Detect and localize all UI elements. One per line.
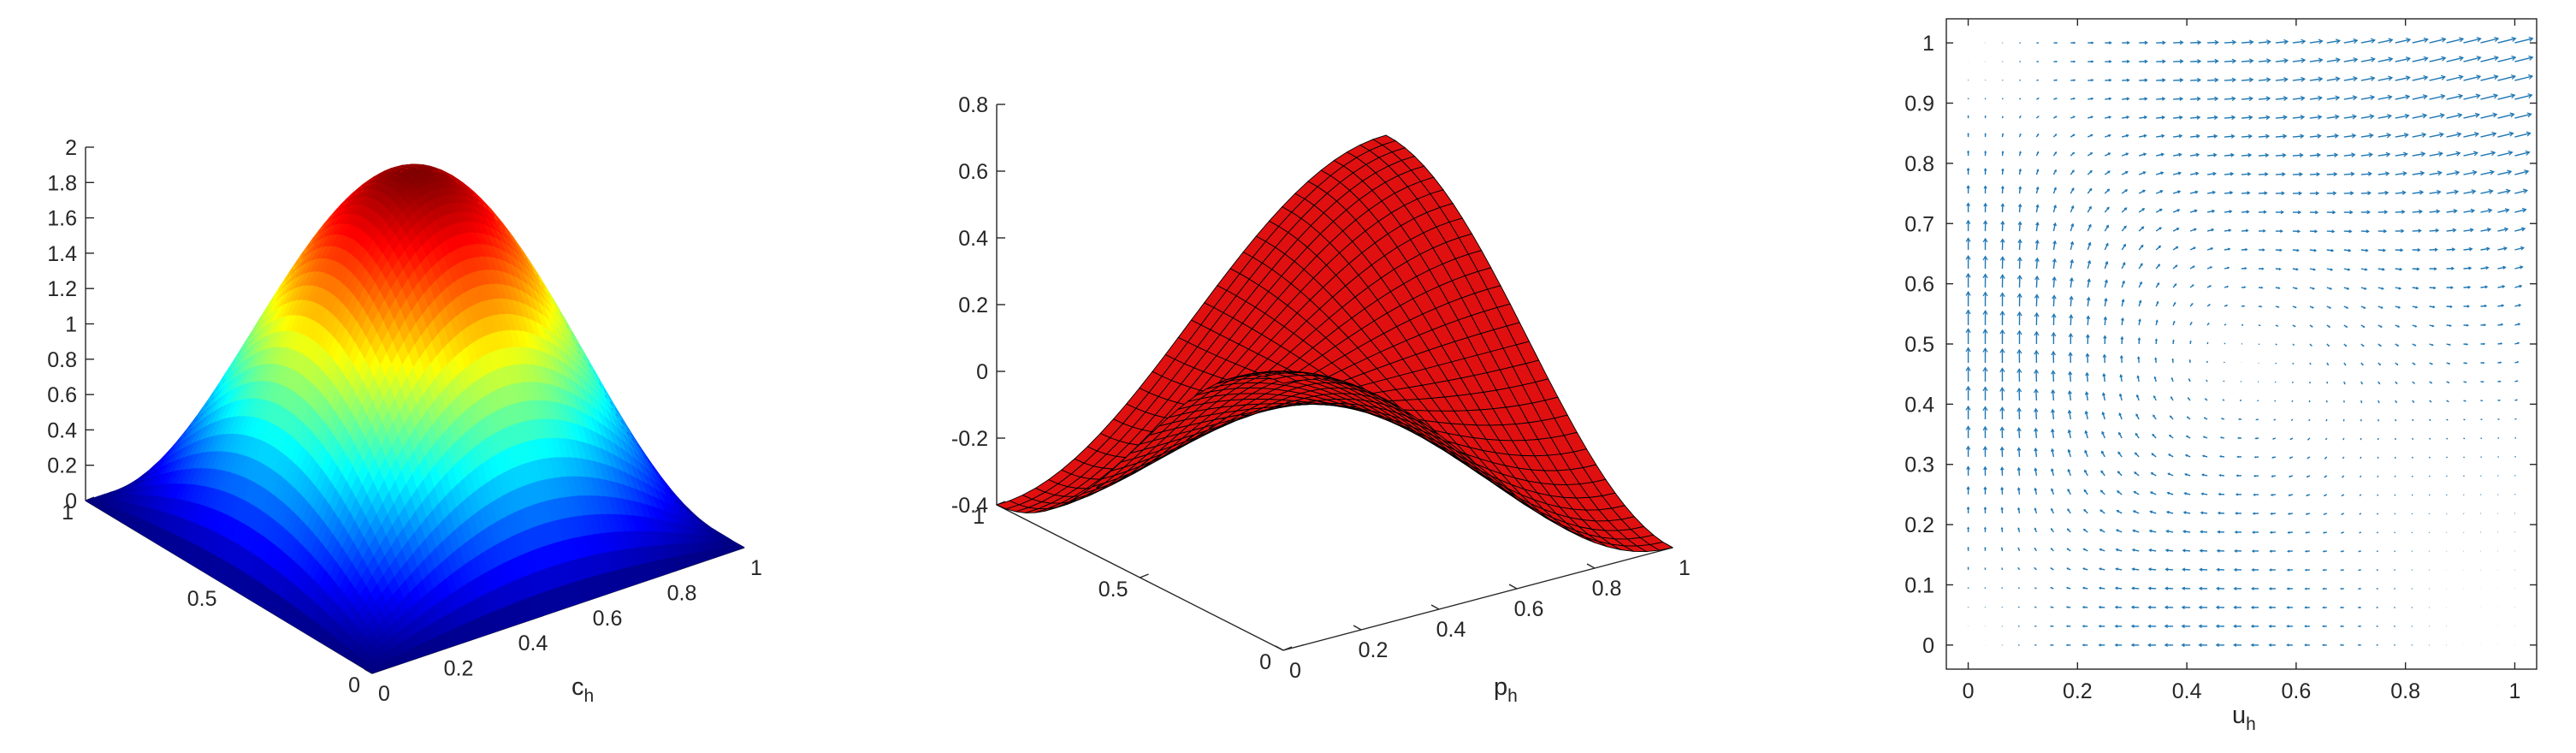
y-tick-label: 0.5	[187, 587, 217, 611]
z-tick-labels: 0 0.2 0.4 0.6 0.8 1 1.2 1.4 1.6 1.8 2	[47, 136, 77, 513]
z-tick-label: 0.4	[47, 418, 77, 442]
y-tick-labels: 00.51	[973, 505, 1271, 674]
quiver-arrow	[2034, 606, 2037, 608]
x-axis-label: ch	[571, 673, 594, 706]
y-tick-mark	[1140, 573, 1149, 578]
x-tick-mark	[1353, 625, 1362, 631]
quiver-arrow	[2070, 60, 2076, 63]
z-tick-label: -0.2	[951, 427, 988, 451]
quiver-arrow	[1967, 546, 1969, 551]
z-tick-label: 1.4	[47, 242, 77, 266]
z-tick-label: 0.2	[47, 454, 77, 478]
quiver-arrow	[2065, 643, 2071, 647]
quiver-arrow	[2001, 116, 2004, 119]
quiver-arrow	[2053, 41, 2058, 44]
quiver-arrow	[1967, 115, 1969, 119]
quiver-arrow	[1967, 566, 1969, 570]
quiver-arrow	[2001, 606, 2003, 608]
x-tick-mark	[1586, 563, 1596, 569]
quiver-arrow	[1967, 133, 1969, 138]
y-tick-mark	[1282, 646, 1293, 651]
quiver-arrow	[2001, 98, 2004, 100]
z-tick-label: 0.2	[958, 293, 988, 317]
quiver-arrow	[1984, 133, 1987, 138]
x-tick-mark	[1508, 584, 1518, 590]
z-tick-label: 1.6	[47, 207, 77, 231]
z-tick-label: 2	[65, 136, 77, 160]
x-tick-label: 0.2	[1359, 638, 1389, 662]
quiver-arrow	[2053, 60, 2058, 63]
x-tick-label: 1	[1679, 556, 1691, 580]
z-tick-labels: -0.4 -0.2 0 0.2 0.4 0.6 0.8	[951, 93, 988, 518]
y-tick-label: 0.5	[1099, 578, 1128, 602]
y-tick-labels: 00.51	[62, 501, 360, 697]
z-tick-label: 0.4	[958, 227, 988, 251]
quiver-arrow	[1967, 150, 1970, 157]
x-tick-mark	[1430, 604, 1440, 610]
z-tick-label: 0.6	[47, 383, 77, 407]
y-tick-label: 0	[1259, 650, 1271, 674]
quiver-arrow	[2001, 567, 2004, 571]
surface-plot-c-h: 00.20.40.60.81 00.51 00.20.40.60.811.21.…	[47, 136, 762, 706]
x-axis-line	[1282, 547, 1673, 651]
quiver-arrow	[2065, 625, 2071, 628]
x-tick-label: 0.6	[593, 607, 623, 631]
quiver-arrow	[2017, 606, 2020, 608]
quiver-arrow	[2019, 79, 2022, 81]
axes-frame	[996, 104, 1673, 651]
surface-face	[732, 544, 745, 550]
surface-plot-p-h: 00.20.40.60.81 00.51 -0.4-0.200.20.40.60…	[951, 93, 1691, 706]
y-tick-label: 1	[62, 501, 74, 525]
quiver-arrow	[1983, 526, 1987, 532]
x-tick-label: 0.2	[444, 657, 474, 681]
x-tick-label: 0	[1289, 659, 1301, 683]
z-tick-label: 1.2	[47, 277, 77, 301]
surface-mesh	[995, 134, 1674, 553]
x-tick-label: 0	[378, 682, 390, 706]
quiver-arrow	[2070, 41, 2076, 44]
quiver-arrow	[2036, 79, 2039, 81]
z-tick-label: 1.8	[47, 171, 77, 195]
x-tick-label: 0.8	[667, 581, 697, 605]
z-tick-label: -0.4	[951, 494, 988, 518]
surface-mesh	[85, 163, 745, 674]
y-tick-label: 0	[348, 673, 360, 697]
z-tick-label: 0	[65, 489, 77, 513]
quiver-arrow	[2002, 79, 2004, 81]
x-tick-label: 0.4	[1436, 618, 1466, 642]
z-tick-label: 0.8	[47, 348, 77, 372]
x-tick-labels: 0 0.2 0.4 0.6 0.8 1	[378, 556, 762, 706]
quiver-plot-u-h: 0 0.2 0.4 0.6 0.8 1 00.10.20.30.40.50.60.70.8…	[1904, 18, 2538, 734]
quiver-arrow	[2019, 98, 2022, 100]
x-tick-label: 0.4	[518, 631, 548, 655]
z-tick-label: 0.8	[958, 93, 988, 117]
z-tick-label: 0.6	[958, 160, 988, 184]
x-tick-mark	[1275, 645, 1284, 651]
quiver-arrow	[2001, 587, 2004, 590]
x-tick-label: 1	[750, 556, 762, 580]
z-tick-label: 0	[976, 360, 988, 384]
z-tick-label: 1	[65, 313, 77, 337]
quiver-arrow	[1984, 115, 1987, 119]
quiver-arrow	[2017, 587, 2020, 590]
x-axis-label: ph	[1494, 673, 1518, 706]
x-tick-label: 0.6	[1514, 597, 1544, 621]
x-tick-label: 0.8	[1592, 577, 1622, 601]
quiver-arrow	[2049, 643, 2054, 646]
x-tick-labels: 0 0.2 0.4 0.6 0.8 1	[1289, 556, 1691, 683]
quiver-arrow	[1984, 546, 1987, 551]
